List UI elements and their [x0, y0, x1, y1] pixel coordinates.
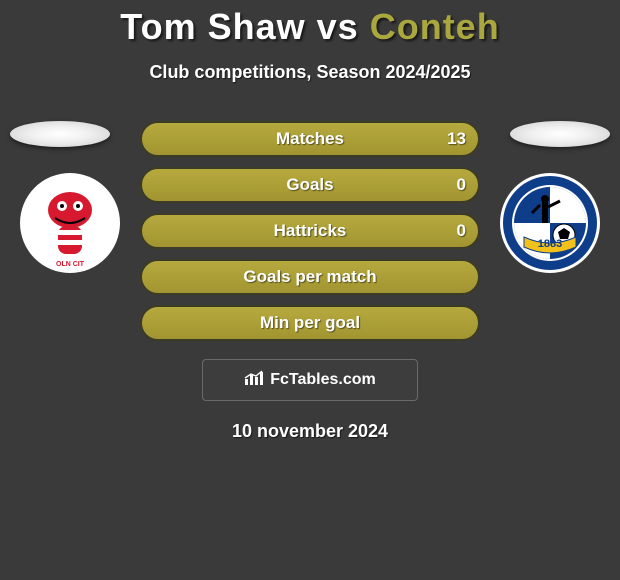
player1-name: Tom Shaw	[120, 6, 305, 47]
stats-area: OLN CIT	[0, 121, 620, 442]
club-badge-left[interactable]: OLN CIT	[20, 173, 120, 273]
stat-row-min-per-goal: Min per goal	[140, 305, 480, 341]
stat-right-value: 0	[457, 221, 466, 241]
player2-name: Conteh	[370, 6, 500, 47]
halo-left	[10, 121, 110, 147]
svg-text:OLN CIT: OLN CIT	[56, 261, 85, 268]
date-text: 10 november 2024	[0, 421, 620, 442]
subtitle: Club competitions, Season 2024/2025	[0, 62, 620, 83]
bristol-rovers-crest-icon: 1883	[502, 175, 598, 271]
bar-chart-icon	[244, 370, 264, 391]
stat-right-value: 13	[447, 129, 466, 149]
watermark-text: FcTables.com	[270, 371, 376, 389]
stat-label: Goals per match	[243, 267, 376, 287]
lincoln-city-crest-icon: OLN CIT	[25, 178, 115, 268]
watermark-link[interactable]: FcTables.com	[202, 359, 418, 401]
page-title: Tom Shaw vs Conteh	[0, 6, 620, 48]
club-badge-right[interactable]: 1883	[500, 173, 600, 273]
stat-right-value: 0	[457, 175, 466, 195]
vs-text: vs	[317, 6, 359, 47]
stat-label: Matches	[276, 129, 344, 149]
stat-row-goals-per-match: Goals per match	[140, 259, 480, 295]
stat-row-goals: Goals 0	[140, 167, 480, 203]
stat-label: Min per goal	[260, 313, 360, 333]
comparison-card: Tom Shaw vs Conteh Club competitions, Se…	[0, 0, 620, 442]
halo-right	[510, 121, 610, 147]
stat-row-hattricks: Hattricks 0	[140, 213, 480, 249]
stat-label: Hattricks	[274, 221, 347, 241]
stat-row-matches: Matches 13	[140, 121, 480, 157]
badge-year: 1883	[538, 238, 562, 250]
stat-label: Goals	[286, 175, 333, 195]
